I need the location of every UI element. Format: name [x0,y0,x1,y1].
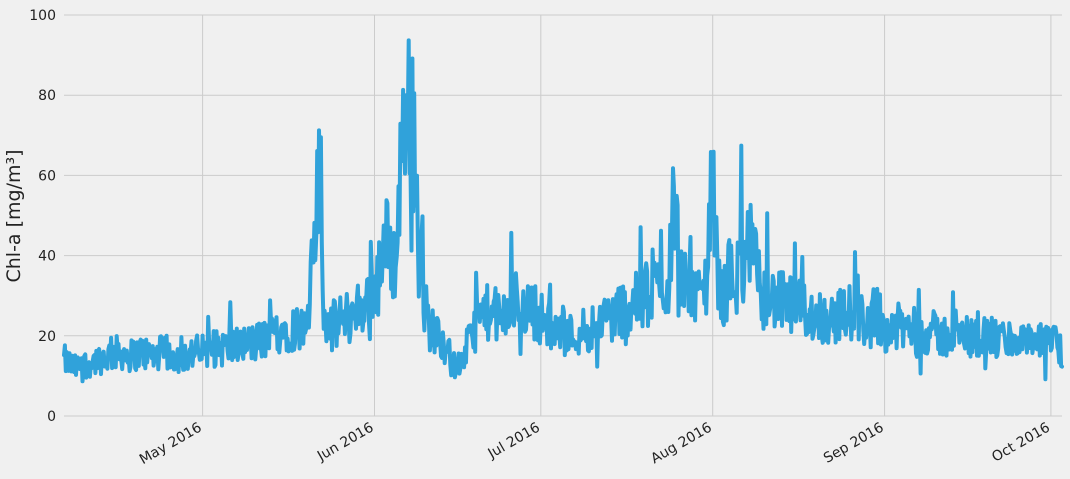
y-tick-label: 100 [29,8,56,24]
x-tick-label: Oct 2016 [989,420,1053,466]
y-tick-label: 40 [38,249,56,265]
x-tick-labels: May 2016 Jun 2016 Jul 2016 Aug 2016 Sep 2016… [137,420,1053,468]
x-tick-label: Jun 2016 [314,420,377,465]
y-tick-label: 80 [38,88,56,104]
x-tick-label: Aug 2016 [648,420,714,468]
y-tick-label: 60 [38,168,56,184]
y-tick-label: 20 [38,329,56,345]
series-line [62,38,1064,384]
x-tick-label: May 2016 [137,420,205,468]
x-tick-label: Sep 2016 [821,420,887,467]
y-axis-label: Chl-a [mg/m³] [3,149,25,282]
series-layer [62,38,1064,384]
y-tick-label: 0 [47,409,56,425]
y-tick-labels: 0 20 40 60 80 100 [29,8,56,425]
x-tick-label: Jul 2016 [485,420,543,463]
